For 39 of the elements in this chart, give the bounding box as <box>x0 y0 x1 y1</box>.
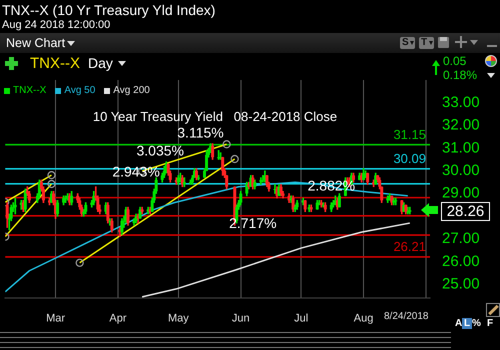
y-tick-label: 25.00 <box>442 276 480 293</box>
y-tick-label: 32.00 <box>442 116 480 134</box>
annotation: 3.115% <box>177 124 224 141</box>
text: L <box>462 318 472 329</box>
x-tick-label: Aug <box>354 312 374 325</box>
legend-label: Avg 50 <box>64 85 96 96</box>
x-tick-label: Apr <box>109 312 127 325</box>
chart-title: TNX--X (10 Yr Treasury Yld Index) <box>2 2 216 18</box>
annotation: 10 Year Treasury Yield 08-24-2018 Close <box>92 109 338 124</box>
y-tick-label: 27.00 <box>442 230 480 248</box>
y-tick-label: 30.00 <box>442 162 480 179</box>
legend-label: TNX--X <box>13 85 46 96</box>
text: TNX--X <box>30 55 80 72</box>
y-tick-label: 31.00 <box>442 139 480 156</box>
text: A <box>455 318 462 329</box>
y-tick-label: 26.00 <box>442 252 480 270</box>
text: 8/24/2018 <box>384 311 428 322</box>
annotation: 2.717% <box>229 214 277 231</box>
ref-line-label: 26.21 <box>393 238 426 254</box>
text: Day <box>88 55 113 71</box>
text: 0.05 <box>443 54 466 68</box>
ref-line-label: 30.09 <box>393 150 426 166</box>
text: F <box>487 318 494 329</box>
y-tick-label: 29.00 <box>442 184 480 202</box>
x-tick-label: Jun <box>232 312 250 325</box>
annotation: 3.035% <box>136 142 184 159</box>
text: New Chart <box>6 36 66 50</box>
text: % <box>472 318 481 329</box>
legend-label: Avg 200 <box>113 85 150 96</box>
text: 28.26 <box>441 202 490 221</box>
ref-line-label: 31.15 <box>393 126 426 142</box>
x-tick-label: Mar <box>46 312 66 325</box>
chart-subtitle: Aug 24 2018 12:00:00 <box>2 19 110 31</box>
x-tick-label: Jul <box>294 312 308 325</box>
x-tick-label: May <box>168 312 190 325</box>
text: 0.18% <box>443 68 478 82</box>
y-tick-label: 33.00 <box>442 94 480 111</box>
dropdown-button: S <box>400 37 415 49</box>
dropdown-button: T <box>419 37 434 49</box>
